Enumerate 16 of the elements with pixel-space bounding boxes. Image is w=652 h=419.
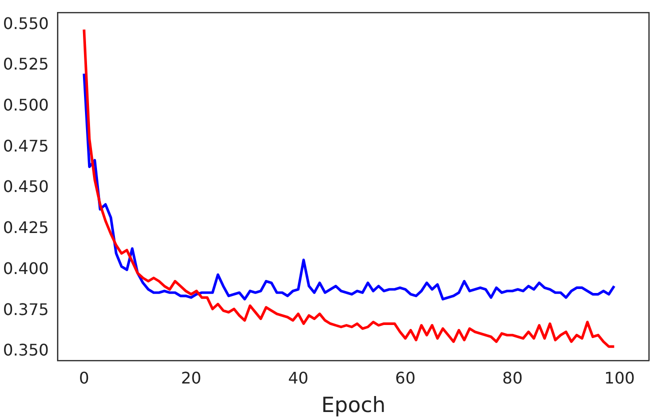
y-tick-label: 0.400 — [2, 258, 49, 278]
x-tick-label: 100 — [604, 368, 635, 388]
y-tick-label: 0.475 — [2, 136, 49, 156]
y-tick-label: 0.350 — [2, 340, 49, 360]
y-tick-label: 0.375 — [2, 300, 49, 319]
x-axis-title: Epoch — [321, 392, 386, 417]
y-tick-label: 0.450 — [2, 177, 49, 196]
y-tick-label: 0.425 — [2, 218, 49, 238]
y-tick-label: 0.500 — [2, 96, 49, 115]
x-tick-label: 60 — [395, 368, 416, 388]
y-tick-label: 0.525 — [2, 54, 49, 74]
x-tick-label: 40 — [288, 368, 308, 388]
y-tick-label: 0.550 — [2, 14, 49, 33]
x-tick-label: 80 — [502, 368, 523, 388]
x-tick-label: 0 — [78, 368, 90, 388]
x-tick-label: 20 — [180, 368, 202, 388]
